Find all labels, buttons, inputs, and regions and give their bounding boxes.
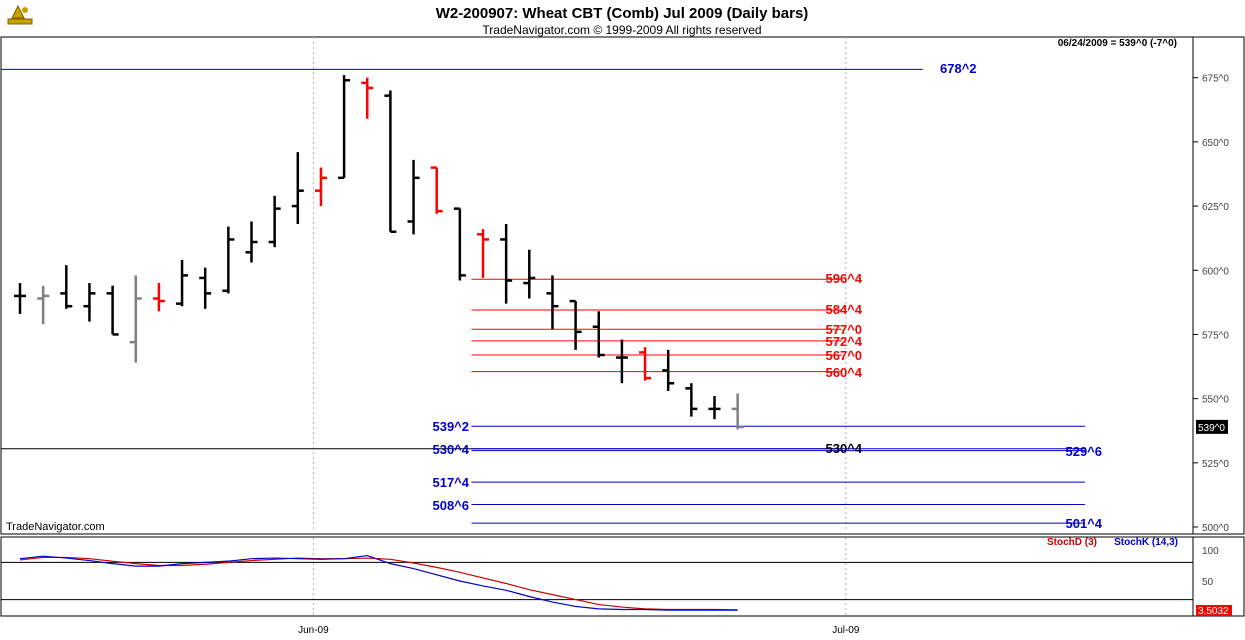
price-level-label: 539^2 bbox=[432, 419, 469, 434]
copyright: TradeNavigator.com © 1999-2009 All right… bbox=[482, 23, 761, 37]
price-level-label: 596^4 bbox=[825, 271, 862, 286]
price-level-label: 501^4 bbox=[1065, 516, 1102, 531]
last-price-tag bbox=[1196, 419, 1228, 434]
ohlc-bar bbox=[592, 311, 605, 358]
stoch-series-d bbox=[19, 556, 738, 611]
ohlc-bar bbox=[685, 383, 698, 417]
stoch-series-k bbox=[19, 554, 738, 611]
ohlc-bar bbox=[407, 159, 420, 235]
stoch-tick-label: 50 bbox=[1202, 577, 1214, 588]
ohlc-bar bbox=[430, 166, 443, 214]
stoch-legend-d: StochD (3) bbox=[1047, 537, 1097, 548]
ohlc-bar bbox=[500, 224, 513, 304]
ohlc-bar bbox=[14, 283, 26, 314]
price-panel-frame bbox=[0, 36, 1194, 535]
price-level-label: 584^4 bbox=[825, 302, 862, 317]
ohlc-bar bbox=[268, 195, 281, 248]
ohlc-bar bbox=[338, 75, 351, 180]
ohlc-bar bbox=[569, 299, 582, 350]
ohlc-bar bbox=[662, 349, 675, 391]
ohlc-bar bbox=[222, 226, 235, 294]
y-tick-label: 550^0 bbox=[1202, 395, 1229, 406]
ohlc-bar bbox=[37, 285, 50, 325]
y-tick-label: 675^0 bbox=[1202, 74, 1229, 85]
price-level-label: 508^6 bbox=[432, 498, 469, 513]
trade-navigator-logo bbox=[7, 4, 33, 25]
ohlc-bar bbox=[477, 229, 489, 278]
ohlc-bar bbox=[83, 283, 96, 322]
last-price-label: 539^0 bbox=[1198, 423, 1225, 434]
price-axis-frame bbox=[1192, 36, 1245, 535]
ohlc-bar bbox=[199, 267, 212, 309]
price-level-label: 530^4 bbox=[825, 441, 862, 456]
ohlc-bar bbox=[546, 275, 559, 330]
ohlc-bar bbox=[523, 249, 536, 299]
stoch-legend-k: StochK (14,3) bbox=[1114, 537, 1178, 548]
y-tick-label: 650^0 bbox=[1202, 138, 1229, 149]
ohlc-bar bbox=[245, 221, 258, 263]
watermark: TradeNavigator.com bbox=[6, 521, 105, 533]
ohlc-bar bbox=[314, 167, 327, 207]
y-tick-label: 500^0 bbox=[1202, 523, 1229, 534]
price-level-label: 678^2 bbox=[940, 61, 977, 76]
y-tick-label: 525^0 bbox=[1202, 459, 1229, 470]
ohlc-bar bbox=[361, 77, 374, 119]
ohlc-bar bbox=[639, 347, 652, 381]
ohlc-bar bbox=[731, 393, 744, 430]
ohlc-bar bbox=[152, 283, 165, 312]
ohlc-bar bbox=[708, 396, 721, 420]
price-level-label: 560^4 bbox=[825, 365, 862, 380]
price-level-label: 529^6 bbox=[1065, 444, 1102, 459]
price-level-label: 517^4 bbox=[432, 475, 469, 490]
stoch-tick-label: 100 bbox=[1202, 546, 1219, 557]
ohlc-bar bbox=[129, 275, 142, 363]
stoch-last-tag bbox=[1196, 605, 1232, 616]
ohlc-bar bbox=[291, 152, 304, 225]
x-tick-label: Jun-09 bbox=[298, 625, 329, 636]
x-tick-label: Jul-09 bbox=[832, 625, 860, 636]
price-level-label: 577^0 bbox=[825, 322, 862, 337]
y-tick-label: 575^0 bbox=[1202, 330, 1229, 341]
ohlc-bar bbox=[453, 207, 466, 281]
y-tick-label: 600^0 bbox=[1202, 266, 1229, 277]
y-tick-label: 625^0 bbox=[1202, 202, 1229, 213]
ohlc-bar bbox=[60, 265, 73, 309]
last-quote: 06/24/2009 = 539^0 (-7^0) bbox=[1058, 38, 1177, 49]
stoch-last-label: 3.5032 bbox=[1198, 606, 1229, 617]
chart-title: W2-200907: Wheat CBT (Comb) Jul 2009 (Da… bbox=[436, 5, 809, 22]
price-level-label: 567^0 bbox=[825, 348, 862, 363]
price-level-label: 572^4 bbox=[825, 334, 862, 349]
ohlc-bar bbox=[384, 90, 397, 233]
price-level-label: 530^4 bbox=[432, 442, 469, 457]
ohlc-bar bbox=[176, 259, 189, 307]
ohlc-bar bbox=[106, 285, 119, 336]
ohlc-bar bbox=[615, 339, 628, 384]
